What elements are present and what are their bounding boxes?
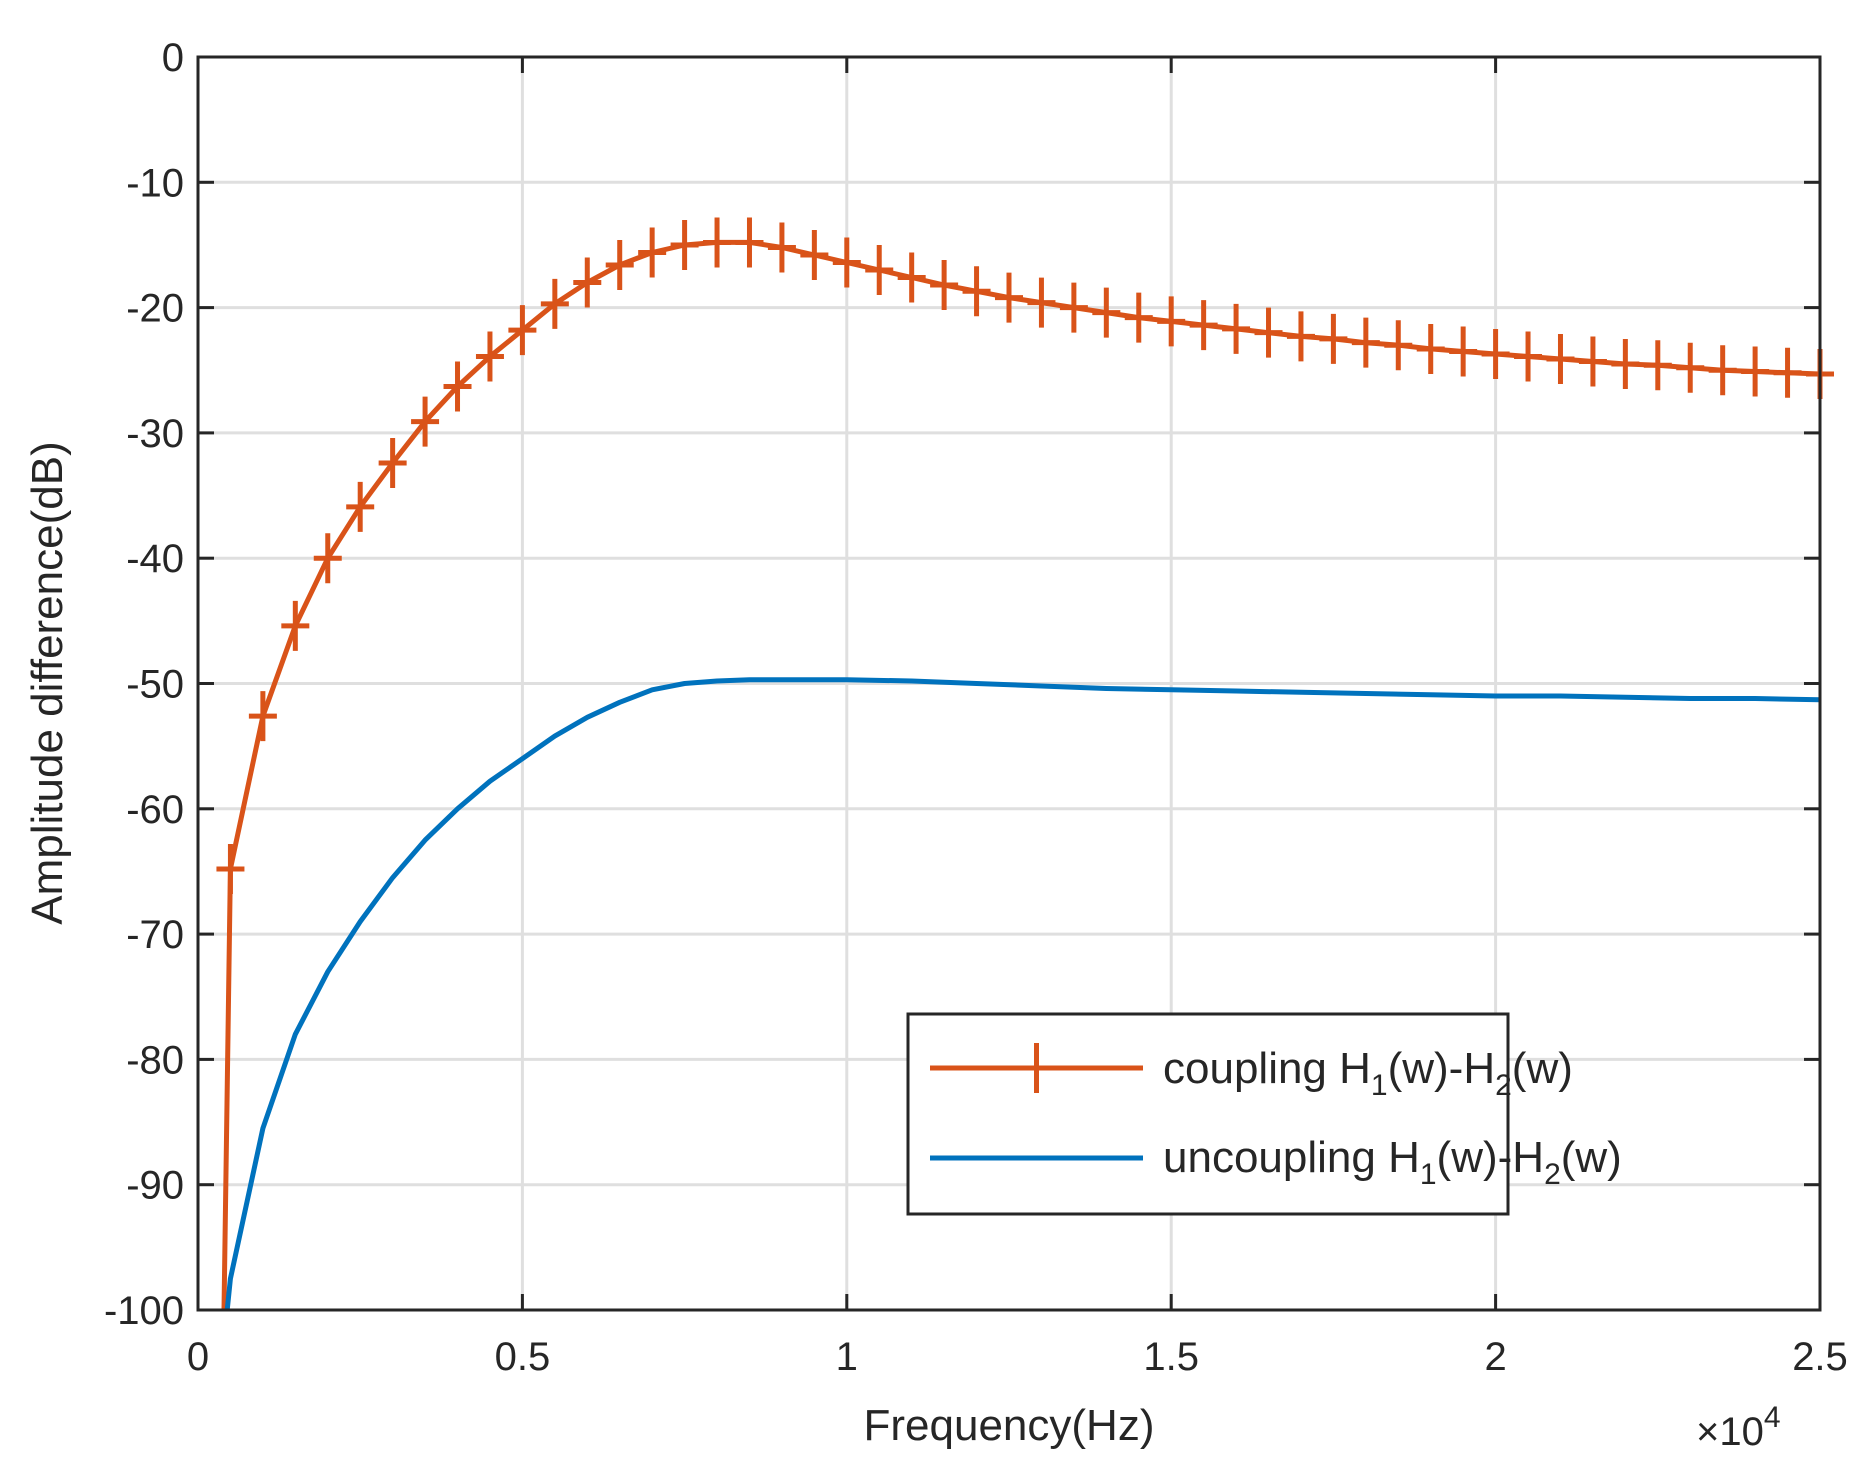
x-axis-exponent: ×104 — [1696, 1401, 1781, 1454]
series-marker-coupling — [1384, 320, 1413, 371]
series-marker-coupling — [313, 533, 342, 584]
series-marker-coupling — [1286, 311, 1315, 362]
y-tick-label: -50 — [126, 663, 184, 707]
y-tick-label: -60 — [126, 788, 184, 832]
series-marker-coupling — [767, 222, 796, 273]
series-marker-coupling — [1514, 331, 1543, 382]
series-marker-coupling — [411, 396, 440, 447]
series-marker-coupling — [248, 691, 277, 742]
series-marker-coupling — [540, 278, 569, 329]
series-marker-coupling — [897, 252, 926, 303]
series-marker-coupling — [1546, 333, 1575, 384]
series-marker-coupling — [1643, 340, 1672, 391]
legend-marker-coupling — [1023, 1043, 1050, 1093]
legend-label-coupling: coupling H1(w)-H2(w) — [1163, 1044, 1573, 1102]
y-tick-label: -30 — [126, 412, 184, 456]
series-marker-coupling — [703, 217, 732, 268]
series-marker-coupling — [1449, 326, 1478, 377]
legend: coupling H1(w)-H2(w) uncoupling H1(w)-H2… — [906, 1012, 1622, 1216]
x-tick-label: 1.5 — [1143, 1335, 1199, 1379]
series-marker-coupling — [1611, 338, 1640, 389]
series-marker-coupling — [443, 361, 472, 412]
series-marker-coupling — [378, 437, 407, 488]
exponent-times-sign: × — [1696, 1410, 1719, 1454]
x-tick-label: 2 — [1484, 1335, 1506, 1379]
series-marker-coupling — [346, 481, 375, 532]
x-axis-label: Frequency(Hz) — [864, 1401, 1155, 1450]
series-marker-coupling — [1222, 303, 1251, 354]
series-marker-coupling — [670, 219, 699, 270]
x-tick-label: 1 — [836, 1335, 858, 1379]
exponent-base: 10 — [1719, 1410, 1764, 1454]
tick-labels: 0 0.5 1 1.5 2 2.5 0 -10 -20 -30 -40 -50 -60 -70 -80 -90… — [104, 36, 1848, 1379]
series-marker-coupling — [475, 331, 504, 382]
y-tick-label: -40 — [126, 537, 184, 581]
series-marker-coupling — [1027, 277, 1056, 328]
x-tick-label: 2.5 — [1792, 1335, 1848, 1379]
y-tick-label: -10 — [126, 161, 184, 205]
series-marker-coupling — [1254, 307, 1283, 358]
series-marker-coupling — [1481, 328, 1510, 379]
series-marker-coupling — [1092, 287, 1121, 338]
series-marker-coupling — [638, 227, 667, 278]
series-marker-coupling — [1351, 317, 1380, 368]
series-marker-coupling — [1578, 336, 1607, 387]
series-marker-coupling — [832, 237, 861, 288]
series-marker-coupling — [735, 217, 764, 268]
y-tick-label: -100 — [104, 1289, 184, 1333]
series-marker-coupling — [508, 305, 537, 356]
legend-label-uncoupling: uncoupling H1(w)-H2(w) — [1163, 1133, 1622, 1191]
series-marker-coupling — [573, 257, 602, 308]
y-tick-label: -70 — [126, 913, 184, 957]
series-marker-coupling — [216, 843, 245, 894]
series-marker-coupling — [1676, 342, 1705, 393]
series-marker-coupling — [1773, 347, 1802, 398]
series-marker-coupling — [1124, 292, 1153, 343]
y-tick-label: -90 — [126, 1164, 184, 1208]
series-marker-coupling — [1319, 313, 1348, 364]
series-marker-coupling — [1189, 300, 1218, 351]
series-marker-coupling — [1157, 296, 1186, 347]
series-marker-coupling — [995, 272, 1023, 323]
y-axis-label: Amplitude difference(dB) — [23, 441, 72, 924]
exponent-power: 4 — [1764, 1401, 1781, 1434]
series-marker-coupling — [865, 245, 894, 296]
series-marker-coupling — [930, 260, 959, 311]
series-marker-coupling — [1741, 346, 1770, 397]
x-tick-label: 0.5 — [495, 1335, 551, 1379]
series-marker-coupling — [1416, 323, 1445, 374]
series-line-uncoupling — [224, 677, 1821, 1311]
series-marker-coupling — [1708, 345, 1737, 396]
series-marker-coupling — [962, 266, 991, 317]
ticks — [196, 55, 1822, 1312]
series-marker-coupling — [1059, 282, 1088, 333]
series-marker-coupling — [605, 239, 634, 290]
y-tick-label: -20 — [126, 287, 184, 331]
x-tick-label: 0 — [187, 1335, 209, 1379]
legend-box — [906, 1012, 1510, 1216]
y-tick-label: -80 — [126, 1038, 184, 1082]
series-marker-coupling — [800, 229, 829, 280]
series-marker-coupling — [281, 600, 310, 651]
y-tick-label: 0 — [162, 36, 184, 80]
